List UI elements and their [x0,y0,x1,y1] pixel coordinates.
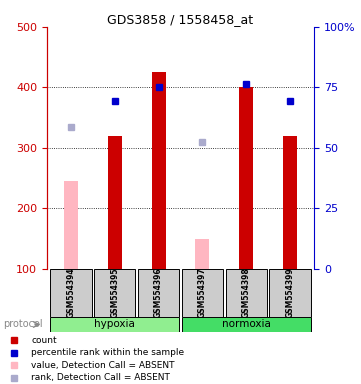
Text: GSM554397: GSM554397 [198,267,207,318]
Text: protocol: protocol [4,319,43,329]
Bar [94,269,135,317]
Bar [182,317,310,332]
Text: GSM554398: GSM554398 [242,267,251,318]
Bar [138,269,179,317]
Text: value, Detection Call = ABSENT: value, Detection Call = ABSENT [31,361,175,370]
Text: GSM554395: GSM554395 [110,268,119,318]
Text: GSM554396: GSM554396 [154,268,163,318]
Bar [283,136,297,269]
Text: GSM554394: GSM554394 [66,268,75,318]
Bar [269,269,310,317]
Bar [152,72,166,269]
Bar [51,269,92,317]
Title: GDS3858 / 1558458_at: GDS3858 / 1558458_at [108,13,253,26]
Bar [51,317,179,332]
Bar [239,88,253,269]
Bar [182,269,223,317]
Bar [226,269,267,317]
Text: normoxia: normoxia [222,319,271,329]
Text: hypoxia: hypoxia [94,319,135,329]
Bar [108,136,122,269]
Text: count: count [31,336,57,345]
Bar [195,238,209,269]
Bar [64,181,78,269]
Text: GSM554399: GSM554399 [286,268,295,318]
Text: percentile rank within the sample: percentile rank within the sample [31,348,184,357]
Text: rank, Detection Call = ABSENT: rank, Detection Call = ABSENT [31,373,170,382]
